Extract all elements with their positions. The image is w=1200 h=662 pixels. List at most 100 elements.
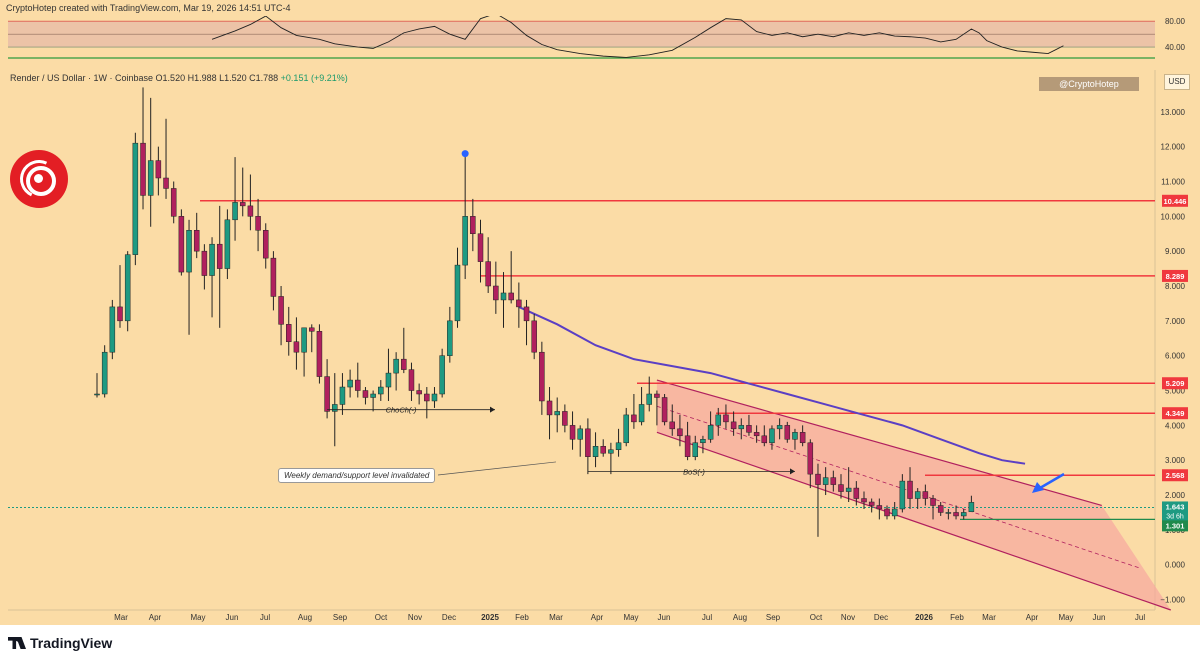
candle-body [101,351,108,395]
candle [792,428,798,450]
candle [799,425,806,447]
candle [761,425,768,447]
x-tick-label: May [1058,613,1073,622]
candle [914,488,921,509]
candle-body [339,386,346,405]
moving-average-line [518,305,1026,465]
candle-body [516,299,522,308]
symbol-info: Render / US Dollar · 1W · Coinbase O1.52… [10,73,348,83]
tradingview-brand[interactable]: TradingView [8,635,112,651]
candle [262,223,269,269]
candle-body [945,512,952,514]
author-watermark: @CryptoHotep [1039,77,1139,91]
logo-dot [34,174,43,183]
candle-body [730,421,737,430]
candle [94,373,100,398]
candle [508,251,514,304]
candle-body [539,351,545,402]
candle [393,352,399,391]
level-tag [1162,194,1188,207]
candle-body [378,386,384,395]
candle [385,348,392,401]
level-tag [1162,407,1188,420]
symbol-line: Render / US Dollar · 1W · Coinbase O1.52… [10,73,279,83]
candle-body [799,432,806,444]
channel-lower-line [656,431,1171,611]
candle-body [922,491,929,499]
candle-body [332,404,338,412]
candle-body [684,435,691,457]
level-tag [1162,269,1188,282]
candle-body [776,425,783,430]
candle-body [700,439,706,444]
support-tag-label: 1.301 [1166,521,1185,530]
candle [454,247,461,328]
candle [209,237,215,318]
candle [431,387,438,408]
annotation-note: Weekly demand/support level invalidated [278,468,436,483]
brand-name: TradingView [30,635,113,651]
candle [600,439,606,457]
candle [730,411,737,436]
render-logo-icon [10,150,68,208]
candle [753,425,760,443]
candle-body [807,442,814,475]
candle [101,345,108,398]
candle-body [301,327,307,353]
x-tick-label: Dec [874,613,888,622]
candle [815,463,821,537]
candle [255,198,261,252]
header-bar: CryptoHotep created with TradingView.com… [0,0,1200,16]
price-chart: 13.000 12.000 11.000 10.000 9.000 8.000 7.000 6… [8,70,1200,625]
candle-body [216,243,223,269]
x-tick-label: Dec [442,613,456,622]
candle [669,404,675,436]
candle [140,87,146,210]
candle-body [255,216,261,231]
x-tick-label: 2025 [481,613,499,622]
candle [301,327,307,377]
candle-body [723,414,729,423]
candle-body [393,358,399,374]
candle-body [669,421,675,430]
y-tick-label: 13.000 [1161,108,1186,117]
candle [178,209,185,276]
bos-label: BoS(-) [683,467,705,476]
candle-body [424,393,430,402]
candle-body [899,480,906,510]
x-tick-label: Apr [591,613,604,622]
candle-body [508,292,514,301]
rsi-level-label: 80.00 [1165,17,1186,26]
x-tick-label: Nov [841,613,855,622]
level-tag-label: 4.349 [1166,409,1185,418]
candle [470,198,476,252]
x-tick-label: Feb [950,613,964,622]
x-tick-label: Mar [114,613,128,622]
candle [293,317,300,370]
candle [937,502,944,516]
candle [500,272,507,328]
candle-body [523,306,530,322]
currency-button[interactable]: USD [1164,74,1190,90]
candle [485,237,491,293]
candle-body [554,411,560,416]
candle-body [293,341,300,353]
candle [232,157,238,241]
candle-body [868,501,875,506]
candle-body [937,505,944,513]
candle [608,442,614,475]
x-tick-label: Apr [1026,613,1039,622]
candle [516,282,522,328]
pointer-arrow [1039,472,1065,490]
candle [592,432,599,468]
candle [930,495,936,520]
candle-body [646,393,652,405]
candle [661,394,668,426]
candle [147,97,154,227]
candle [193,212,200,259]
candle [723,404,729,429]
candle-body [124,254,131,322]
candle [623,407,629,447]
candle [439,348,445,398]
candle-body [309,327,315,332]
